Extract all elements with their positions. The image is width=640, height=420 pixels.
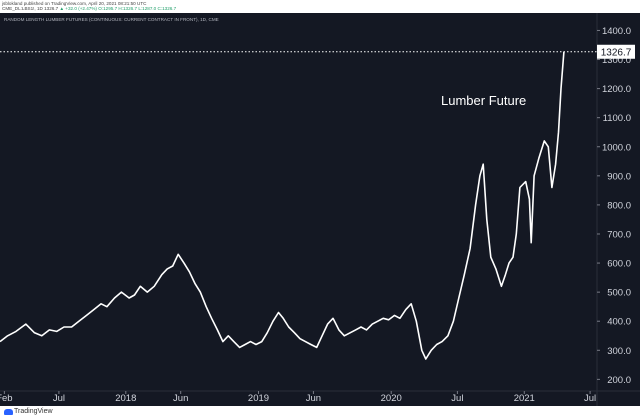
x-tick-label: Jun [173, 393, 188, 404]
chart-area[interactable]: RANDOM LENGTH LUMBER FUTURES (CONTINUOUS… [0, 13, 640, 406]
y-tick-label: 400.0 [607, 317, 631, 328]
last-price-label-bg [597, 44, 635, 59]
y-tick-label: 300.0 [607, 346, 631, 357]
x-tick-label: Feb [0, 393, 13, 404]
y-tick-label: 600.0 [607, 259, 631, 270]
x-axis: Feb Jul 2018 Jun 2019 Jun 2020 Jul 2021 Jul [0, 391, 596, 404]
lumber-futures-chart[interactable]: RANDOM LENGTH LUMBER FUTURES (CONTINUOUS… [0, 13, 640, 406]
series-group [0, 51, 565, 360]
y-tick-label: 900.0 [607, 171, 631, 182]
ohlc-values: ▲ +32.0 (+2.47%) O:1295.7 H:1326.7 L:128… [59, 6, 177, 11]
x-tick-label: Jun [306, 393, 321, 404]
footer: TradingView [0, 406, 640, 420]
symbol-name: CME_DL:LBS1!, 1D 1326.7 [2, 6, 59, 11]
chart-annotation: Lumber Future [441, 93, 526, 108]
y-tick-label: 700.0 [607, 229, 631, 240]
y-tick-label: 800.0 [607, 200, 631, 211]
y-tick-label: 1300.0 [602, 55, 631, 66]
x-tick-label: Jul [584, 393, 596, 404]
tradingview-logo-icon [4, 409, 13, 415]
last-value-marker: 1326.7 [0, 44, 635, 59]
x-tick-label: Jul [451, 393, 463, 404]
y-tick-label: 1400.0 [602, 26, 631, 37]
x-tick-label: 2018 [115, 393, 136, 404]
y-tick-label: 500.0 [607, 288, 631, 299]
x-tick-label: 2020 [381, 393, 402, 404]
y-tick-label: 1200.0 [602, 84, 631, 95]
y-tick-label: 1100.0 [603, 113, 631, 124]
y-axis: 200.0 300.0 400.0 500.0 600.0 700.0 800.0 900.0… [597, 26, 631, 386]
x-tick-label: 2019 [248, 393, 269, 404]
x-tick-label: Jul [53, 393, 65, 404]
symbol-info: CME_DL:LBS1!, 1D 1326.7 ▲ +32.0 (+2.47%)… [2, 6, 176, 11]
last-price-label: 1326.7 [601, 47, 632, 58]
tradingview-brand: TradingView [14, 408, 53, 415]
price-line [0, 51, 565, 360]
publish-info: jsblokland published on TradingView.com,… [2, 1, 147, 6]
chart-title: RANDOM LENGTH LUMBER FUTURES (CONTINUOUS… [4, 17, 219, 22]
chart-header: jsblokland published on TradingView.com,… [0, 0, 640, 17]
x-tick-label: 2021 [514, 393, 535, 404]
y-tick-label: 1000.0 [602, 142, 631, 153]
y-tick-label: 200.0 [607, 375, 631, 386]
